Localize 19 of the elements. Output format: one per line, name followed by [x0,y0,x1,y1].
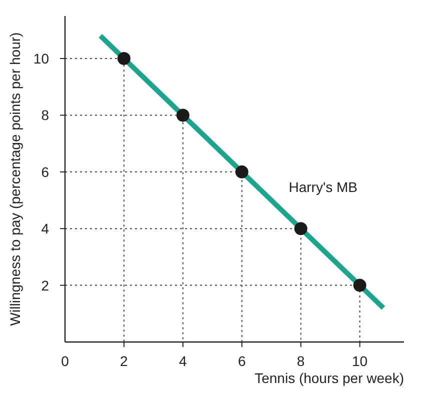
point [117,52,130,66]
x-tick-label: 0 [61,353,70,369]
x-tick-label: 2 [120,353,128,369]
x-tick-label: 8 [296,353,305,369]
point [176,108,190,122]
x-tick-label: 10 [352,353,368,369]
x-axis-title: Tennis (hours per week) [254,370,404,386]
y-tick-label: 4 [41,220,50,237]
annotation: Harry's MB [288,179,358,196]
y-tick-label: 10 [33,50,50,67]
point [353,278,366,292]
y-tick-label: 2 [41,277,50,294]
y-axis-title: Willingness to pay (percentage points per hour) [7,32,23,326]
point [235,165,248,178]
y-tick-label: 8 [41,107,50,124]
y-tick-label: 6 [41,164,50,180]
x-tick-label: 4 [179,353,188,369]
point [294,222,308,236]
x-tick-label: 6 [238,353,246,369]
